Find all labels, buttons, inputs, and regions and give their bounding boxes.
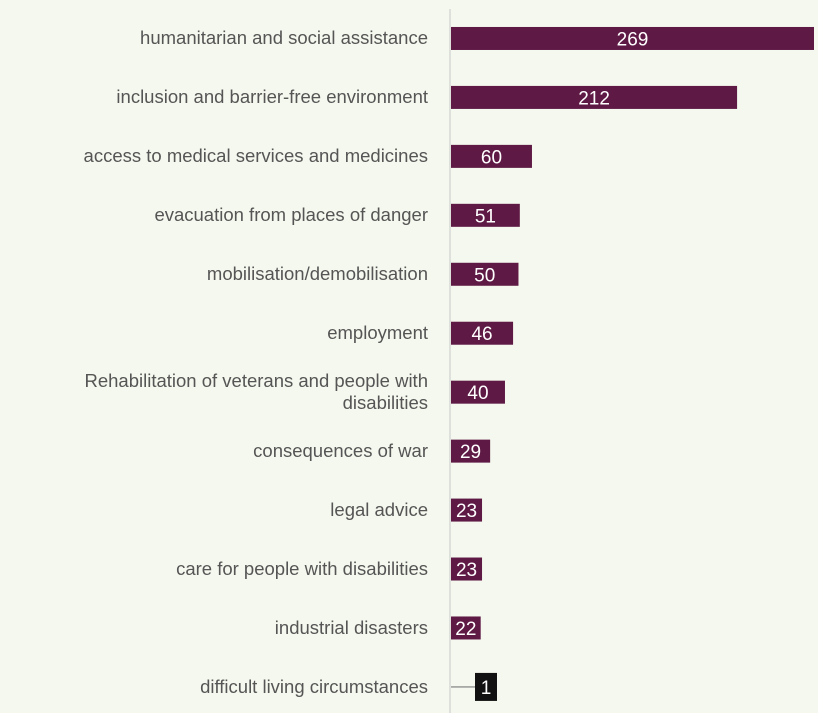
data-label: 46 — [471, 324, 492, 345]
bar — [451, 262, 519, 286]
category-label: access to medical services and medicines — [83, 145, 428, 167]
data-label: 51 — [475, 206, 496, 227]
category-label: legal advice — [330, 499, 428, 521]
bar — [451, 616, 481, 640]
data-label: 23 — [456, 560, 477, 581]
category-label: evacuation from places of danger — [154, 204, 428, 226]
category-label: industrial disasters — [274, 616, 428, 638]
data-label: 22 — [455, 619, 476, 640]
category-label: difficult living circumstances — [200, 675, 428, 697]
data-label: 40 — [467, 383, 488, 404]
bar — [451, 498, 483, 522]
bar — [451, 85, 738, 109]
bar — [451, 321, 514, 345]
data-label: 29 — [460, 442, 481, 463]
data-label-box — [475, 672, 497, 701]
category-label: inclusion and barrier-free environment — [116, 86, 428, 108]
data-label: 1 — [481, 678, 492, 699]
bar — [451, 26, 814, 50]
bar — [451, 686, 475, 688]
category-label: mobilisation/demobilisation — [206, 263, 428, 285]
category-label: consequences of war — [253, 440, 428, 462]
category-label: employment — [327, 322, 428, 344]
data-label: 23 — [456, 501, 477, 522]
data-label: 60 — [481, 147, 502, 168]
bar — [451, 557, 483, 581]
data-label: 50 — [474, 265, 495, 286]
category-label: humanitarian and social assistance — [140, 27, 428, 49]
category-label: care for people with disabilities — [176, 558, 428, 580]
bar — [451, 203, 520, 227]
data-label: 269 — [617, 29, 649, 50]
bar — [451, 380, 505, 404]
category-label: Rehabilitation of veterans and people wi… — [84, 370, 428, 414]
data-label: 212 — [578, 88, 610, 109]
bar — [451, 144, 532, 168]
bar — [451, 439, 491, 463]
